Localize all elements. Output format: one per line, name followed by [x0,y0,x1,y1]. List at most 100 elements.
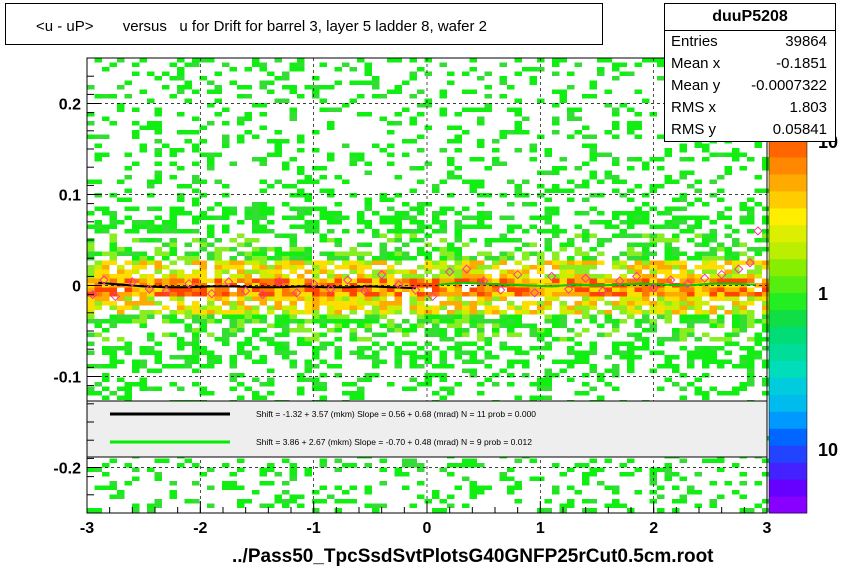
heatmap-cell [319,463,327,468]
heatmap-cell [297,265,305,270]
heatmap-cell [402,80,410,85]
heatmap-cell [139,314,147,319]
heatmap-cell [537,386,545,391]
heatmap-cell [739,305,747,310]
heatmap-cell [477,157,485,162]
heatmap-cell [402,472,410,477]
heatmap-cell [484,283,492,288]
heatmap-cell [222,301,230,306]
heatmap-cell [124,260,132,265]
heatmap-cell [642,215,650,220]
heatmap-cell [319,188,327,193]
heatmap-cell [454,265,462,270]
heatmap-cell [342,301,350,306]
heatmap-cell [184,287,192,292]
heatmap-cell [109,62,117,67]
heatmap-cell [522,193,530,198]
heatmap-cell [184,305,192,310]
heatmap-cell [334,238,342,243]
heatmap-cell [634,310,642,315]
heatmap-cell [214,310,222,315]
heatmap-cell [657,62,665,67]
heatmap-cell [342,292,350,297]
heatmap-cell [432,319,440,324]
heatmap-cell [672,197,680,202]
heatmap-cell [529,224,537,229]
heatmap-cell [739,310,747,315]
heatmap-cell [222,337,230,342]
heatmap-cell [117,179,125,184]
heatmap-cell [199,179,207,184]
heatmap-cell [267,152,275,157]
heatmap-cell [454,220,462,225]
heatmap-cell [402,458,410,463]
heatmap-cell [417,103,425,108]
heatmap-cell [709,233,717,238]
heatmap-cell [627,346,635,351]
heatmap-cell [117,490,125,495]
heatmap-cell [349,269,357,274]
heatmap-cell [259,202,267,207]
heatmap-cell [409,377,417,382]
heatmap-cell [372,355,380,360]
heatmap-cell [259,292,267,297]
heatmap-cell [754,175,762,180]
heatmap-cell [169,238,177,243]
heatmap-cell [454,229,462,234]
heatmap-cell [672,274,680,279]
heatmap-cell [259,481,267,486]
heatmap-cell [94,58,102,63]
heatmap-cell [634,337,642,342]
heatmap-cell [522,242,530,247]
heatmap-cell [672,247,680,252]
heatmap-cell [649,112,657,117]
heatmap-cell [297,206,305,211]
heatmap-cell [357,296,365,301]
heatmap-cell [619,305,627,310]
heatmap-cell [582,499,590,504]
heatmap-cell [207,287,215,292]
heatmap-cell [612,292,620,297]
heatmap-cell [582,251,590,256]
heatmap-cell [762,364,770,369]
heatmap-cell [199,76,207,81]
heatmap-cell [612,211,620,216]
heatmap-cell [372,301,380,306]
heatmap-cell [484,292,492,297]
heatmap-cell [87,508,95,513]
heatmap-cell [387,301,395,306]
heatmap-cell [687,184,695,189]
heatmap-cell [477,143,485,148]
heatmap-cell [469,481,477,486]
heatmap-cell [597,395,605,400]
heatmap-cell [597,332,605,337]
heatmap-cell [447,265,455,270]
heatmap-cell [87,301,95,306]
heatmap-cell [289,269,297,274]
heatmap-cell [379,310,387,315]
heatmap-cell [192,260,200,265]
heatmap-cell [574,463,582,468]
heatmap-cell [627,247,635,252]
heatmap-cell [439,220,447,225]
heatmap-cell [709,238,717,243]
heatmap-cell [582,481,590,486]
heatmap-cell [102,377,110,382]
heatmap-cell [544,238,552,243]
heatmap-cell [762,265,770,270]
heatmap-cell [454,314,462,319]
heatmap-cell [102,350,110,355]
heatmap-cell [657,265,665,270]
heatmap-cell [612,265,620,270]
heatmap-cell [289,247,297,252]
heatmap-cell [589,278,597,283]
heatmap-cell [679,328,687,333]
heatmap-cell [724,251,732,256]
heatmap-cell [694,391,702,396]
heatmap-cell [432,215,440,220]
stats-value: -0.0007322 [751,77,827,94]
heatmap-cell [454,296,462,301]
heatmap-cell [567,238,575,243]
heatmap-cell [222,139,230,144]
heatmap-cell [634,269,642,274]
